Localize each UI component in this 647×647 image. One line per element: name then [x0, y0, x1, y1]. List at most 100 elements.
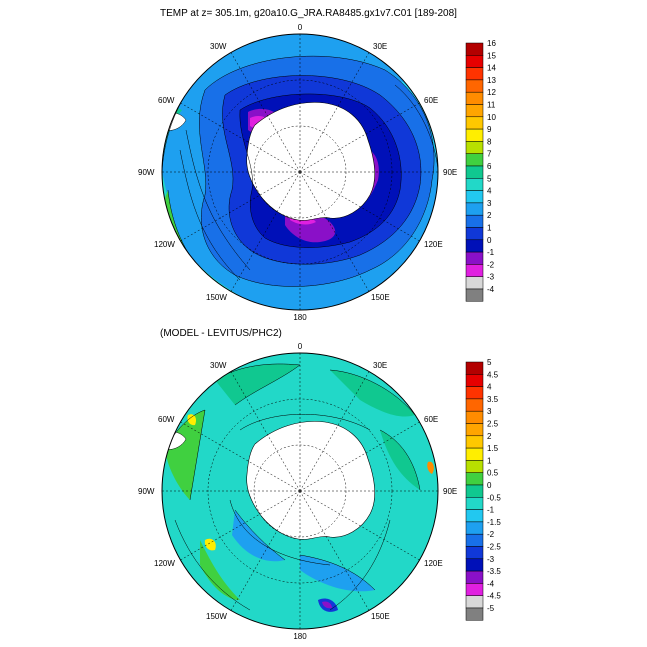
temp-colorbar-swatch	[465, 67, 484, 81]
temperature-map	[161, 33, 439, 311]
diff-colorbar-swatch	[465, 521, 484, 535]
lon-label-120w: 120W	[154, 240, 175, 249]
lon-label-30w-diff: 30W	[210, 361, 227, 370]
temp-colorbar-level-label: -4	[487, 285, 495, 294]
diff-colorbar-swatch	[465, 497, 484, 510]
temp-colorbar-swatch	[465, 153, 484, 167]
diff-colorbar-level-label: -3	[487, 555, 495, 564]
temp-colorbar-swatch	[465, 116, 484, 130]
lon-label-0: 0	[298, 23, 303, 32]
temp-colorbar-swatch	[465, 251, 484, 265]
lon-label-90e: 90E	[443, 168, 457, 177]
diff-colorbar-level-label: 4.5	[487, 370, 499, 379]
difference-map	[161, 352, 439, 630]
lon-label-180-diff: 180	[293, 632, 307, 641]
lon-label-0-diff: 0	[298, 342, 303, 351]
diff-colorbar-level-label: -4	[487, 579, 495, 588]
lon-label-60e: 60E	[424, 96, 438, 105]
temp-colorbar-swatch	[465, 239, 484, 253]
diff-colorbar-level-label: -3.5	[487, 567, 501, 576]
lon-label-150w-diff: 150W	[206, 612, 227, 621]
diff-colorbar-swatch	[465, 595, 484, 609]
diff-colorbar-swatch	[465, 447, 484, 461]
lon-label-180: 180	[293, 313, 307, 322]
temp-colorbar-level-label: 13	[487, 76, 496, 85]
lon-label-120w-diff: 120W	[154, 559, 175, 568]
graticule-diff	[162, 353, 438, 629]
temp-colorbar-level-label: 4	[487, 187, 492, 196]
lon-label-60w: 60W	[158, 96, 175, 105]
diff-green-ne	[330, 370, 415, 417]
diff-green-north	[215, 363, 300, 405]
temp-colorbar-level-label: 1	[487, 224, 492, 233]
lon-label-90e-diff: 90E	[443, 487, 457, 496]
temp-colorbar-level-label: 6	[487, 162, 492, 171]
temp-colorbar-swatch	[465, 91, 484, 105]
temp-colorbar-swatch	[465, 288, 484, 302]
diff-colorbar-level-label: 0.5	[487, 469, 499, 478]
temp-colorbar-level-label: 9	[487, 125, 492, 134]
temp-colorbar-swatch	[465, 178, 484, 191]
temp-colorbar-swatch	[465, 141, 484, 154]
temp-colorbar-swatch	[465, 190, 484, 204]
diff-blue-south	[300, 555, 375, 592]
diff-colorbar-swatch	[465, 558, 484, 572]
lon-label-90w: 90W	[138, 168, 155, 177]
diff-colorbar-swatch	[465, 361, 484, 375]
diff-purple-patch	[322, 601, 332, 609]
diff-colorbar-level-label: -1.5	[487, 518, 501, 527]
diff-colorbar-swatch	[465, 583, 484, 596]
diff-colorbar-level-label: 2.5	[487, 420, 499, 429]
temp-colorbar-level-label: 15	[487, 51, 496, 60]
diff-colorbar-swatch	[465, 533, 484, 547]
top-longitude-labels: 0 30E 60E 90E 120E 150E 180 150W 120W 90…	[138, 23, 457, 322]
diff-colorbar-swatch	[465, 386, 484, 400]
temp-colorbar-level-label: -2	[487, 260, 495, 269]
temp-colorbar-swatch	[465, 214, 484, 228]
temp-colorbar-level-label: -1	[487, 248, 495, 257]
temp-colorbar-swatch	[465, 42, 484, 56]
diff-colorbar-swatch	[465, 374, 484, 387]
temp-colorbar-swatch	[465, 55, 484, 68]
diff-colorbar-swatch	[465, 607, 484, 621]
lon-label-30e: 30E	[373, 42, 387, 51]
lon-label-150e: 150E	[371, 293, 390, 302]
diff-warm-spot-east	[427, 461, 434, 474]
diff-colorbar-level-label: -4.5	[487, 592, 501, 601]
temp-colorbar-swatch	[465, 276, 484, 290]
temp-colorbar-swatch	[465, 227, 484, 241]
temp-colorbar-level-label: 10	[487, 113, 496, 122]
diff-colorbar-level-label: 1.5	[487, 444, 499, 453]
temp-colorbar-swatch	[465, 128, 484, 142]
diff-colorbar-swatch	[465, 460, 484, 473]
diff-colorbar-swatch	[465, 484, 484, 498]
diff-colorbar-swatch	[465, 398, 484, 412]
antarctica-landmass-diff	[246, 421, 376, 540]
diff-colorbar-level-label: -2	[487, 530, 495, 539]
temp-colorbar-level-label: 12	[487, 88, 496, 97]
lon-label-150e-diff: 150E	[371, 612, 390, 621]
diff-blue-ross	[232, 510, 285, 562]
diff-green-west	[165, 410, 205, 500]
diff-green-east	[380, 430, 420, 490]
diff-colorbar-level-label: -2.5	[487, 543, 501, 552]
diff-colorbar-level-label: 3.5	[487, 395, 499, 404]
lon-label-30e-diff: 30E	[373, 361, 387, 370]
lon-label-120e-diff: 120E	[424, 559, 443, 568]
diff-warm-spot-west	[187, 414, 197, 426]
temp-colorbar-level-label: 3	[487, 199, 492, 208]
diff-colorbar-swatch	[465, 509, 484, 523]
temp-colorbar-swatch	[465, 264, 484, 277]
diff-colorbar-level-label: 1	[487, 456, 492, 465]
diff-colorbar-level-label: -5	[487, 604, 495, 613]
temp-colorbar-swatch	[465, 79, 484, 93]
graticule	[162, 34, 438, 310]
temp-colorbar-level-label: 14	[487, 64, 496, 73]
antarctica-landmass	[246, 102, 376, 221]
map-border	[161, 33, 439, 311]
temp-colorbar-level-label: 2	[487, 211, 492, 220]
diff-colorbar-level-label: 3	[487, 407, 492, 416]
figure-title: TEMP at z= 305.1m, g20a10.G_JRA.RA8485.g…	[160, 8, 457, 19]
temp-colorbar-level-label: 5	[487, 174, 492, 183]
